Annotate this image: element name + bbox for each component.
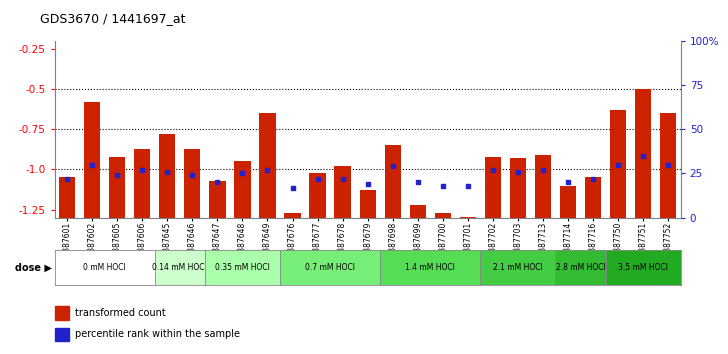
Bar	[384, 145, 401, 218]
Text: 1.4 mM HOCl: 1.4 mM HOCl	[405, 263, 455, 272]
Text: percentile rank within the sample: percentile rank within the sample	[75, 330, 240, 339]
Text: dose ▶: dose ▶	[15, 262, 52, 272]
Bar	[410, 205, 426, 218]
Bar	[635, 89, 652, 218]
Bar	[59, 177, 75, 218]
Bar	[435, 213, 451, 218]
Bar	[360, 190, 376, 218]
Text: 2.1 mM HOCl: 2.1 mM HOCl	[493, 263, 543, 272]
Bar	[184, 149, 200, 218]
Bar	[660, 113, 676, 218]
Bar	[209, 181, 226, 218]
Bar	[285, 213, 301, 218]
Text: 2.8 mM HOCl: 2.8 mM HOCl	[555, 263, 606, 272]
Bar	[234, 161, 250, 218]
Text: GDS3670 / 1441697_at: GDS3670 / 1441697_at	[40, 12, 186, 25]
Bar	[535, 155, 551, 218]
Text: transformed count: transformed count	[75, 308, 165, 318]
Bar	[585, 177, 601, 218]
Bar	[84, 102, 100, 218]
Bar	[485, 156, 501, 218]
Bar	[159, 134, 175, 218]
Text: 0 mM HOCl: 0 mM HOCl	[83, 263, 126, 272]
Bar	[134, 149, 151, 218]
Bar	[109, 156, 125, 218]
Text: 0.35 mM HOCl: 0.35 mM HOCl	[215, 263, 270, 272]
Text: 0.7 mM HOCl: 0.7 mM HOCl	[305, 263, 355, 272]
Bar	[259, 113, 276, 218]
Text: 3.5 mM HOCl: 3.5 mM HOCl	[618, 263, 668, 272]
Bar	[560, 185, 576, 218]
Bar	[334, 166, 351, 218]
Bar	[55, 327, 68, 341]
Bar	[610, 110, 626, 218]
Bar	[459, 217, 476, 218]
Text: 0.14 mM HOCl: 0.14 mM HOCl	[152, 263, 207, 272]
Bar	[55, 307, 68, 320]
Bar	[309, 173, 325, 218]
Bar	[510, 158, 526, 218]
